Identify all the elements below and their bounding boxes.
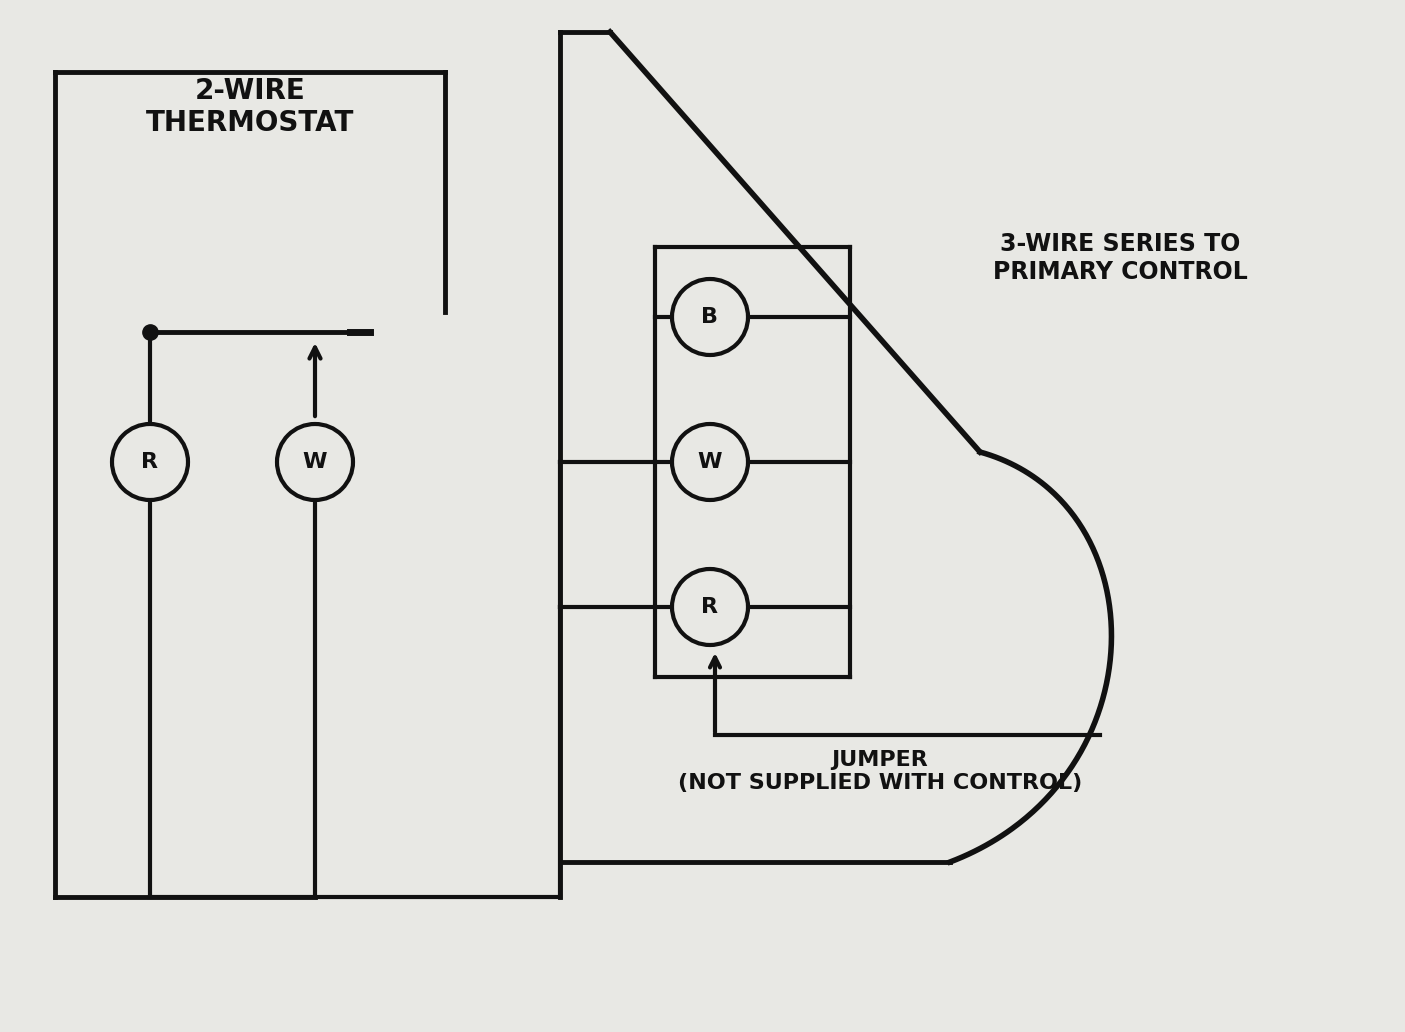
Circle shape bbox=[277, 424, 353, 499]
Text: W: W bbox=[698, 452, 722, 472]
Text: JUMPER
(NOT SUPPLIED WITH CONTROL): JUMPER (NOT SUPPLIED WITH CONTROL) bbox=[677, 750, 1082, 794]
Text: 2-WIRE
THERMOSTAT: 2-WIRE THERMOSTAT bbox=[146, 77, 354, 137]
Text: 3-WIRE SERIES TO
PRIMARY CONTROL: 3-WIRE SERIES TO PRIMARY CONTROL bbox=[992, 232, 1248, 284]
Text: B: B bbox=[701, 307, 718, 327]
Text: R: R bbox=[701, 596, 718, 617]
Circle shape bbox=[672, 424, 747, 499]
Circle shape bbox=[112, 424, 188, 499]
Circle shape bbox=[672, 569, 747, 645]
Text: W: W bbox=[302, 452, 327, 472]
Circle shape bbox=[672, 279, 747, 355]
Text: R: R bbox=[142, 452, 159, 472]
